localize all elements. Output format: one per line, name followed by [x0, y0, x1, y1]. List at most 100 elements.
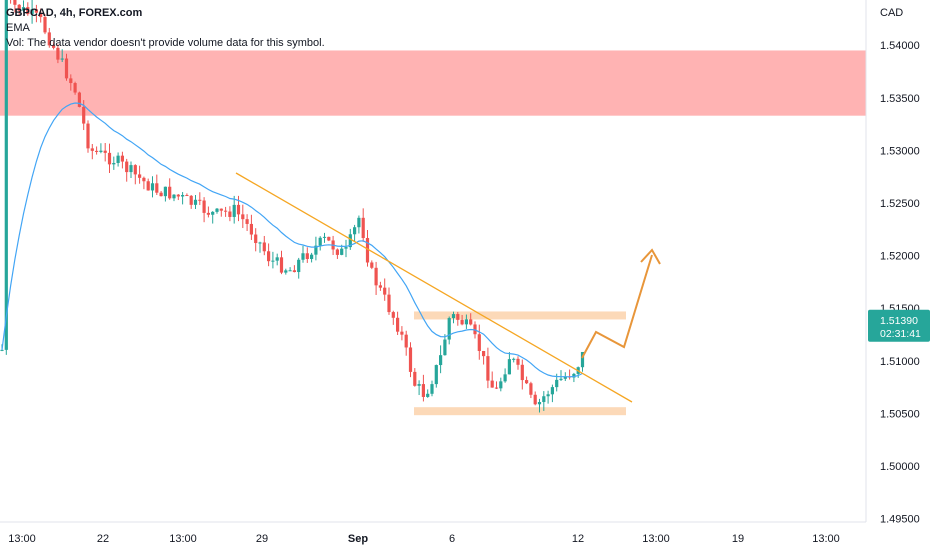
candle	[572, 372, 576, 383]
candle-body	[176, 194, 180, 197]
price-axis[interactable]: CAD1.550001.545001.540001.535001.530001.…	[865, 0, 920, 526]
candle	[327, 236, 331, 242]
price-tick-label: 1.51000	[880, 356, 920, 368]
candle	[77, 91, 81, 108]
candle-body	[249, 223, 253, 235]
symbol-title[interactable]: GBPCAD, 4h, FOREX.com	[6, 7, 143, 19]
candle-body	[224, 210, 228, 212]
candle-body	[228, 211, 232, 217]
candle-body	[529, 383, 533, 395]
candle-body	[580, 351, 585, 368]
price-tick-label: 1.53500	[880, 93, 920, 105]
candle-body	[181, 195, 185, 197]
candle	[378, 281, 382, 291]
candle-body	[77, 92, 81, 107]
candle-body	[460, 319, 464, 325]
candle-body	[451, 314, 456, 319]
candle	[219, 208, 223, 217]
candle-body	[82, 106, 86, 124]
candle-body	[39, 12, 43, 18]
candle	[64, 53, 69, 81]
candle	[370, 260, 374, 270]
candle-body	[271, 260, 275, 262]
candle-body	[503, 374, 507, 382]
price-tick-label: 1.50500	[880, 408, 920, 420]
candle	[490, 371, 494, 388]
candle-body	[206, 212, 210, 215]
candle-body	[314, 245, 318, 255]
candle-body	[17, 4, 21, 11]
candle-body	[99, 150, 103, 152]
candle-body	[387, 294, 391, 313]
time-axis[interactable]: 13:00 22 13:00 29 Sep 6 12 13:00 19 13:00	[0, 521, 866, 545]
candle-body	[563, 376, 567, 379]
candle	[361, 208, 365, 242]
candle-body	[267, 251, 271, 262]
candle-body	[103, 150, 107, 153]
candle-body	[391, 312, 395, 318]
candle-body	[288, 270, 292, 272]
candle-body	[236, 204, 241, 215]
candle	[103, 143, 107, 162]
volume-legend-label[interactable]: Vol: The data vendor doesn't provide vol…	[6, 37, 325, 49]
candle-body	[477, 334, 481, 351]
projection-arrowhead	[640, 248, 661, 265]
candle-body	[4, 0, 8, 350]
candle-body	[112, 162, 116, 165]
last-price-label: 1.51390	[880, 315, 918, 327]
candle	[460, 314, 464, 326]
candle-body	[129, 165, 133, 173]
candle	[206, 206, 210, 218]
candle	[512, 357, 516, 363]
candle	[185, 193, 189, 197]
candle-body	[215, 208, 219, 212]
candle	[60, 49, 64, 63]
candle	[224, 206, 228, 217]
candle	[56, 44, 60, 64]
candle	[69, 74, 73, 91]
candle	[112, 156, 116, 170]
candle	[10, 0, 12, 4]
candle-body	[413, 371, 417, 386]
candle	[198, 192, 202, 206]
candle-body	[327, 236, 331, 241]
candle-body	[439, 355, 443, 366]
candle-body	[168, 186, 172, 199]
time-tick-label: 6	[449, 533, 455, 545]
candle-body	[150, 183, 155, 191]
candle-body	[69, 78, 73, 84]
candle	[267, 243, 271, 267]
candle-body	[219, 208, 223, 211]
ema-legend-label[interactable]: EMA	[6, 22, 30, 34]
candle	[275, 253, 279, 266]
price-tick-label: 1.53000	[880, 145, 920, 157]
candle	[417, 380, 421, 396]
candle	[189, 194, 193, 209]
candle	[387, 287, 391, 315]
candle-body	[447, 318, 451, 340]
candle-body	[172, 194, 176, 199]
candle-body	[370, 262, 374, 268]
candle	[181, 192, 185, 205]
candle	[344, 239, 348, 258]
candle-body	[284, 270, 288, 273]
chart-legend: GBPCAD, 4h, FOREX.com EMA Vol: The data …	[6, 6, 325, 51]
price-tick-label: 1.52500	[880, 198, 920, 210]
candle	[279, 250, 284, 275]
candle	[254, 228, 258, 252]
price-tick-label: 1.49500	[880, 514, 920, 526]
candle	[232, 195, 236, 224]
candle-body	[318, 237, 322, 246]
candle	[292, 265, 296, 273]
candle-body	[486, 356, 490, 381]
candle-body	[120, 155, 124, 162]
candle	[245, 214, 249, 231]
candle-body	[404, 334, 408, 348]
candle-body	[357, 217, 361, 228]
candle	[21, 0, 26, 13]
candle	[396, 311, 400, 335]
candle-body	[365, 238, 370, 263]
candle	[211, 211, 215, 224]
